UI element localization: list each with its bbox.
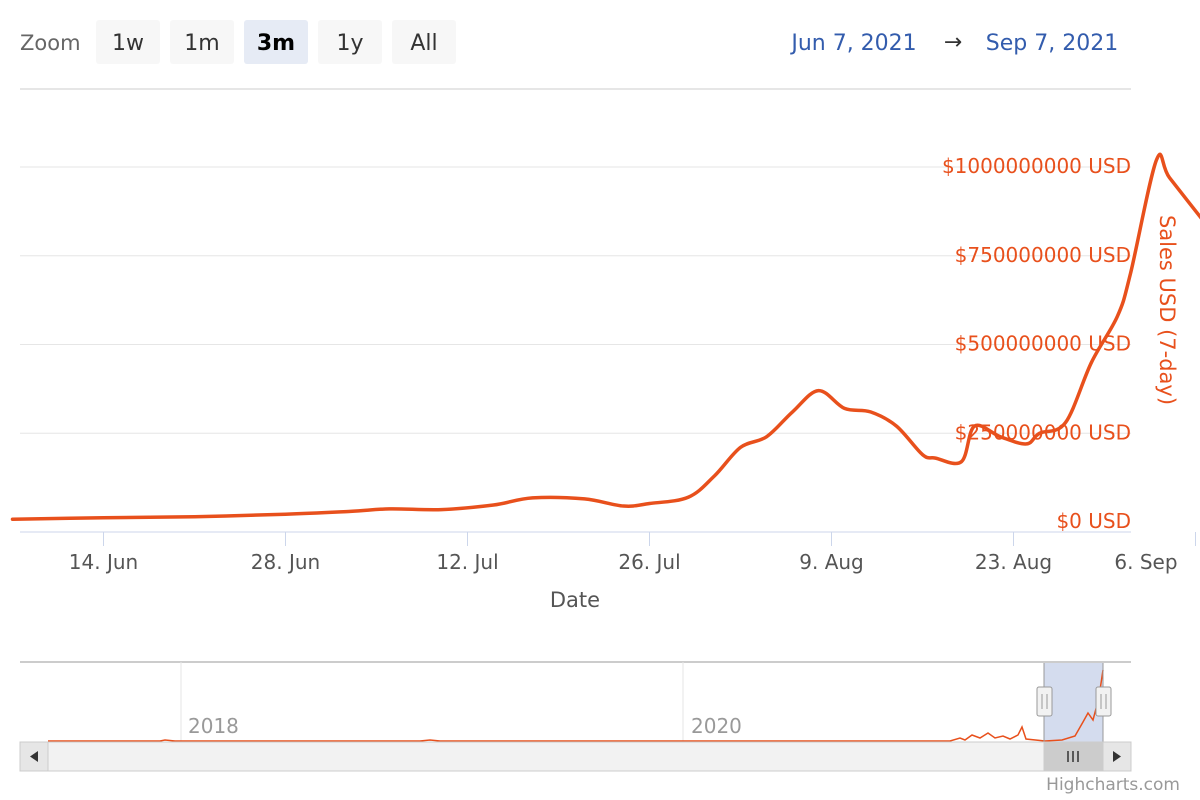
zoom-button-1y[interactable]: 1y [318, 20, 382, 64]
y-tick-labels: $0 USD $250000000 USD $500000000 USD $75000… [942, 154, 1131, 533]
zoom-label: Zoom [20, 31, 81, 55]
scrollbar [19, 741, 1132, 772]
arrow-right-icon [1113, 751, 1121, 762]
plot-area: $0 USD $250000000 USD $500000000 USD $75000… [10, 88, 1200, 612]
zoom-button-1w[interactable]: 1w [96, 20, 160, 64]
zoom-button-3m[interactable]: 3m [244, 20, 308, 64]
x-tick-label: 12. Jul [436, 550, 498, 574]
arrow-left-icon [30, 751, 38, 762]
y-axis-label: Sales USD (7-day) [1155, 215, 1179, 405]
scroll-right-button[interactable] [1102, 741, 1132, 772]
date-range-arrow: → [944, 30, 962, 55]
navigator-series-line [48, 669, 1104, 742]
x-tick-label: 14. Jun [69, 550, 138, 574]
zoom-button-1m[interactable]: 1m [170, 20, 234, 64]
series-line-sales [10, 152, 1200, 521]
x-tick-label: 6. Sep [1114, 550, 1177, 574]
scrollbar-thumb[interactable] [1043, 741, 1104, 772]
x-tick-label: 23. Aug [975, 550, 1052, 574]
range-selector: Zoom 1w 1m 3m 1y All Jun 7, 2021 → Sep 7… [20, 20, 1118, 64]
to-date-input[interactable]: Sep 7, 2021 [986, 31, 1118, 56]
grip-icon [1067, 751, 1079, 762]
x-axis-label: Date [550, 588, 600, 612]
navigator-selection-mask[interactable] [1044, 663, 1103, 742]
zoom-button-all[interactable]: All [392, 20, 456, 64]
scrollbar-track[interactable] [19, 741, 1132, 772]
y-tick-label: $0 USD [1056, 509, 1131, 533]
y-tick-label: $1000000000 USD [942, 154, 1131, 178]
zoom-button-1y-label: 1y [336, 31, 363, 56]
zoom-button-1m-label: 1m [184, 31, 219, 56]
scroll-left-button[interactable] [19, 741, 49, 772]
grid-lines [20, 166, 1131, 434]
y-tick-label: $250000000 USD [955, 420, 1131, 444]
zoom-button-all-label: All [410, 31, 437, 56]
y-tick-label: $750000000 USD [955, 243, 1131, 267]
navigator-handle-right[interactable] [1095, 686, 1112, 717]
navigator-year-2018: 2018 [188, 714, 239, 738]
navigator-year-2020: 2020 [691, 714, 742, 738]
zoom-button-1w-label: 1w [112, 31, 144, 56]
x-tick-label: 26. Jul [618, 550, 680, 574]
navigator: 2018 2020 [20, 661, 1131, 742]
x-tick-label: 28. Jun [251, 550, 320, 574]
navigator-handle-left[interactable] [1036, 686, 1053, 717]
from-date-input[interactable]: Jun 7, 2021 [789, 31, 916, 56]
x-tick-marks [103, 532, 1196, 546]
highcharts-credits-link[interactable]: Highcharts.com [1046, 775, 1180, 795]
y-tick-label: $500000000 USD [955, 332, 1131, 356]
x-tick-label: 9. Aug [799, 550, 864, 574]
zoom-button-3m-label: 3m [257, 31, 295, 56]
x-tick-labels: 14. Jun 28. Jun 12. Jul 26. Jul 9. Aug 23. Au… [69, 550, 1178, 574]
